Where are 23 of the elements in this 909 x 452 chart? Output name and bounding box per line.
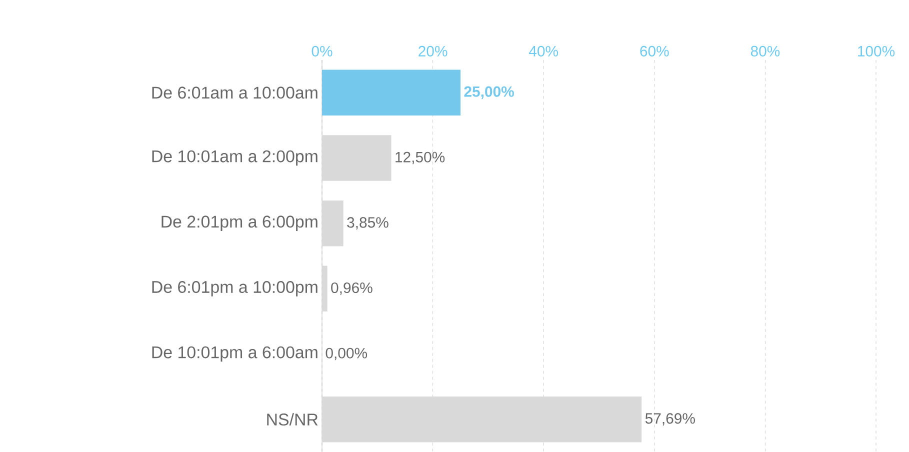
x-tick-label: 100% [858,46,895,56]
y-tick-label: De 10:01pm a 6:00am [152,346,318,362]
x-tick-label: 40% [529,46,558,56]
y-tick-label: NS/NR [267,413,318,426]
x-tick-label: 60% [640,46,669,56]
x-tick-label: 20% [418,46,448,56]
data-label: 0,00% [326,348,368,360]
y-tick-label: De 10:01am a 2:00pm [152,150,318,166]
y-tick-label: De 6:01am a 10:00am [152,86,318,99]
bar [322,266,328,312]
data-label: 25,00% [464,86,514,99]
bar [322,135,392,181]
y-tick-label: De 6:01pm a 10:00pm [152,280,318,296]
bar [322,70,461,116]
bar [322,396,642,442]
data-label: 3,85% [347,217,388,230]
data-label: 12,50% [396,152,445,164]
y-tick-label: De 2:01pm a 6:00pm [162,216,318,231]
x-tick-label: 80% [750,46,780,56]
data-label: 0,96% [331,282,372,295]
bar [322,200,344,246]
data-label: 57,69% [645,413,695,426]
x-tick-label: 0% [312,46,332,56]
